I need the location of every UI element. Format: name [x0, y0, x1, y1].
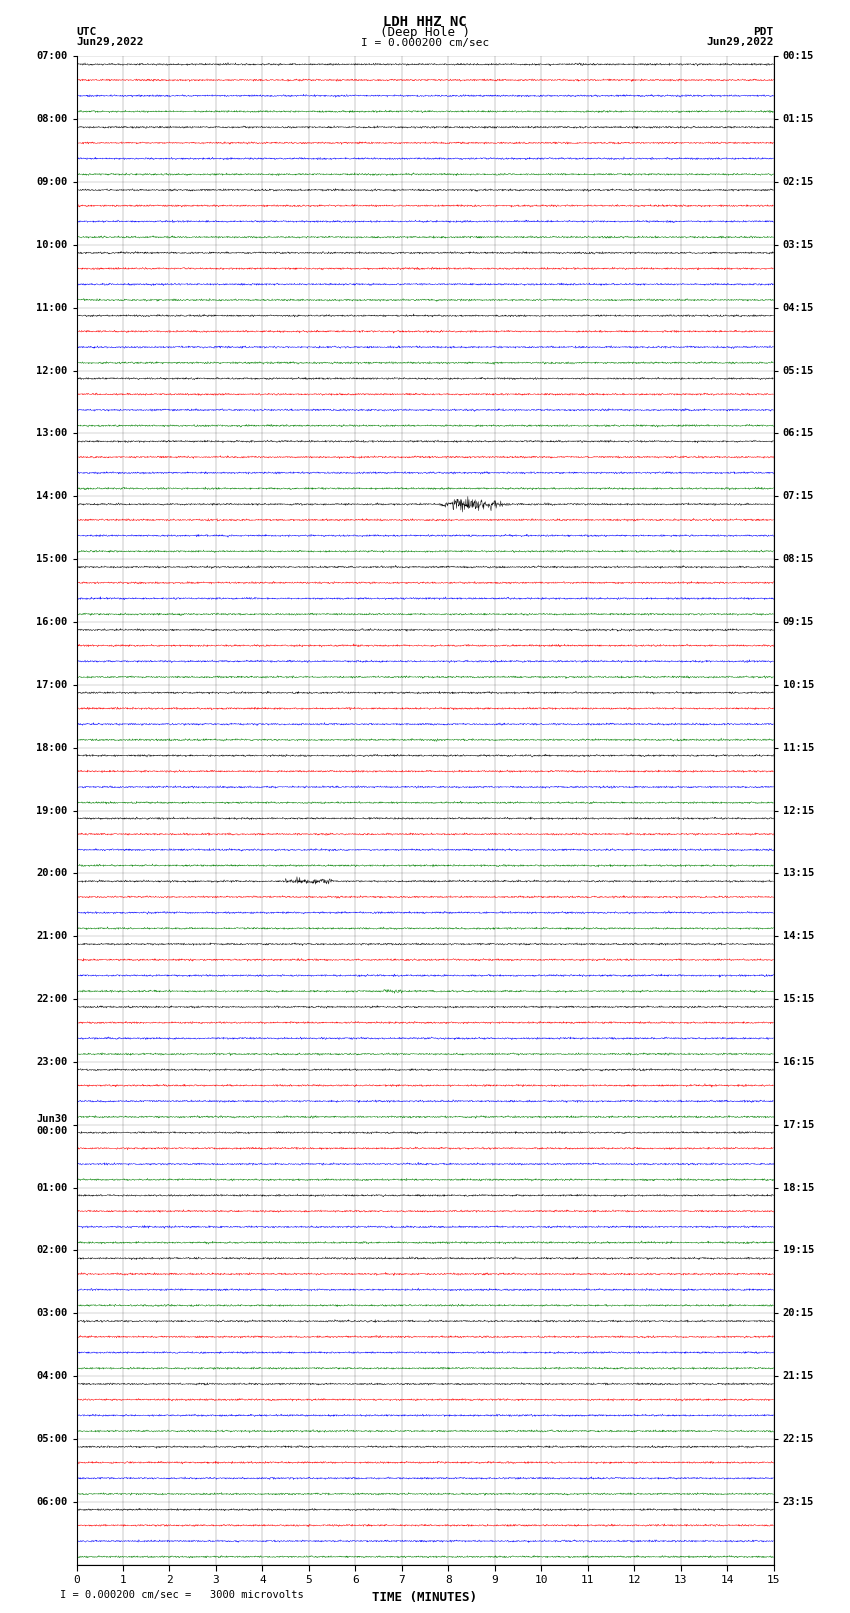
- X-axis label: TIME (MINUTES): TIME (MINUTES): [372, 1590, 478, 1603]
- Text: Jun29,2022: Jun29,2022: [706, 37, 774, 47]
- Text: PDT: PDT: [753, 27, 774, 37]
- Text: Jun29,2022: Jun29,2022: [76, 37, 144, 47]
- Text: (Deep Hole ): (Deep Hole ): [380, 26, 470, 39]
- Text: I = 0.000200 cm/sec: I = 0.000200 cm/sec: [361, 39, 489, 48]
- Text: LDH HHZ NC: LDH HHZ NC: [383, 15, 467, 29]
- Text: UTC: UTC: [76, 27, 97, 37]
- Text: I = 0.000200 cm/sec =   3000 microvolts: I = 0.000200 cm/sec = 3000 microvolts: [60, 1590, 303, 1600]
